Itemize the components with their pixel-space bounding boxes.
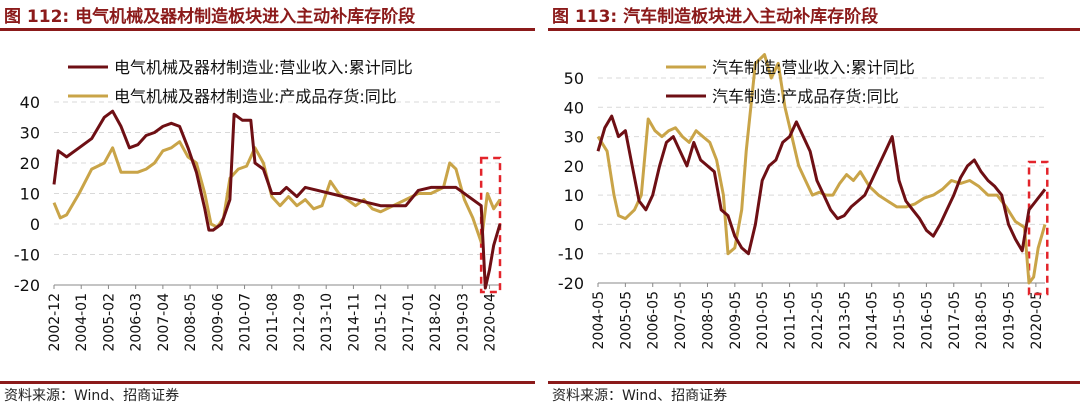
left-x-tick-label-10: 2013-10 [319,293,335,352]
left-y-tick-label-5: -10 [14,246,40,265]
left-chart: 40 30 20 10 0 -10 -20 2002-12 2004-01 2005-02 2006… [14,58,502,352]
right-x-tick-label-2: 2006-05 [646,291,662,350]
left-x-tick-label-13: 2017-01 [401,293,417,352]
left-x-tick-label-5: 2008-05 [183,293,199,352]
left-x-tick-label-16: 2020-04 [483,293,499,352]
left-x-tick-label-15: 2019-03 [455,293,471,352]
left-y-tick-label-4: 0 [30,215,40,234]
left-x-tick-label-1: 2004-01 [74,293,90,352]
right-x-tick-label-12: 2016-05 [919,291,935,350]
left-y-tick-label-1: 30 [20,124,40,143]
right-chart: 50 40 30 20 10 0 -10 -20 2004-05 2005-05 2006-05 20… [558,53,1049,350]
right-x-tick-label-10: 2014-05 [865,291,881,350]
left-x-tick-label-2: 2005-02 [101,293,117,352]
left-bottom-rule [0,381,535,384]
left-series-line-0 [52,109,502,290]
left-x-tick-label-7: 2010-07 [238,293,254,352]
left-top-rule [0,28,535,31]
right-x-tick-label-14: 2018-05 [974,291,990,350]
left-x-tick-label-14: 2018-02 [428,293,444,352]
left-x-tick-label-0: 2002-12 [47,293,63,352]
right-top-rule [548,28,1080,31]
right-source-note: 资料来源：Wind、招商证券 [552,388,728,404]
right-x-tick-label-9: 2013-05 [837,291,853,350]
right-x-tick-label-6: 2010-05 [755,291,771,350]
left-series-line-1 [52,140,502,244]
left-x-tick-label-11: 2014-11 [346,293,362,352]
right-y-tick-label-1: 40 [564,98,584,117]
right-x-tick-label-7: 2011-05 [783,291,799,350]
right-x-tick-label-15: 2019-05 [1002,291,1018,350]
right-bottom-rule [548,381,1080,384]
right-x-tick-label-8: 2012-05 [810,291,826,350]
left-y-tick-label-0: 40 [20,93,40,112]
right-series-line-1 [596,114,1047,256]
right-legend-label-1: 汽车制造:产成品存货:同比 [712,87,899,106]
right-legend-label-0: 汽车制造:营业收入:累计同比 [712,58,915,77]
right-y-tick-label-7: -20 [558,274,584,293]
left-y-tick-label-6: -20 [14,276,40,295]
right-y-tick-label-4: 10 [564,186,584,205]
right-x-tick-label-11: 2015-05 [892,291,908,350]
left-x-tick-label-12: 2015-12 [374,293,390,352]
right-y-tick-label-2: 30 [564,128,584,147]
right-x-tick-label-1: 2005-05 [618,291,634,350]
right-series-line-0 [596,53,1047,285]
left-legend-label-0: 电气机械及器材制造业:营业收入:累计同比 [114,58,413,77]
left-legend-label-1: 电气机械及器材制造业:产成品存货:同比 [114,87,397,106]
right-x-tick-label-16: 2020-05 [1029,291,1045,350]
right-figure-title: 图 113: 汽车制造板块进入主动补库存阶段 [552,7,879,27]
left-x-tick-label-8: 2011-08 [265,293,281,352]
left-x-tick-label-4: 2007-04 [156,293,172,352]
left-x-tick-label-6: 2009-06 [210,293,226,352]
right-panel: 图 113: 汽车制造板块进入主动补库存阶段 50 40 30 20 10 0 -10 -20… [548,0,1080,410]
right-x-tick-label-13: 2017-05 [947,291,963,350]
right-y-tick-label-3: 20 [564,157,584,176]
left-source-note: 资料来源：Wind、招商证券 [4,388,180,404]
right-highlight-box [1027,160,1049,296]
right-x-tick-label-5: 2009-05 [728,291,744,350]
left-x-tick-label-9: 2012-09 [292,293,308,352]
right-y-tick-label-5: 0 [574,215,584,234]
left-y-tick-label-3: 10 [20,185,40,204]
right-x-tick-label-3: 2007-05 [673,291,689,350]
right-y-tick-label-0: 50 [564,69,584,88]
left-y-tick-label-2: 20 [20,154,40,173]
right-x-tick-label-4: 2008-05 [700,291,716,350]
left-x-tick-label-3: 2006-03 [129,293,145,352]
right-x-tick-label-0: 2004-05 [591,291,607,350]
right-y-tick-label-6: -10 [558,245,584,264]
left-figure-title: 图 112: 电气机械及器材制造板块进入主动补库存阶段 [4,7,416,27]
left-panel: 图 112: 电气机械及器材制造板块进入主动补库存阶段 40 30 20 10 0 -10… [0,0,535,410]
